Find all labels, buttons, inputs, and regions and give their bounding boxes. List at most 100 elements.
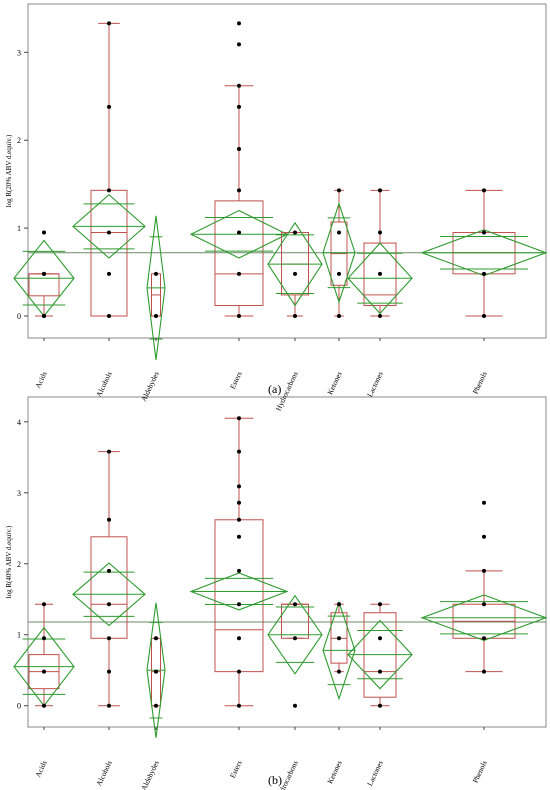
x-tick-label: Acids [33,759,49,779]
data-point [237,534,241,539]
data-point [237,104,241,109]
data-point [107,314,111,319]
data-point [482,188,486,193]
data-point [154,636,158,641]
data-point [237,669,241,674]
data-point [237,568,241,573]
data-point [378,602,382,607]
data-point [482,669,486,674]
box [214,519,264,673]
data-point [107,21,111,26]
data-point [237,416,241,421]
mean-diamond [420,594,548,642]
data-point [237,314,241,319]
data-point [482,500,486,505]
y-tick-label: 2 [17,136,21,145]
mean-diamond [322,201,356,304]
y-tick-label: 0 [17,312,21,321]
data-point [482,230,486,235]
data-point [237,147,241,152]
data-point [237,500,241,505]
y-axis-label: log R(20% ABV d.equiv.) [5,134,13,207]
data-point [482,636,486,641]
data-point [293,602,297,607]
box [28,273,60,297]
plot-frame [27,3,547,339]
data-point [237,449,241,454]
x-tick-label: Ketones [325,759,344,785]
mean-diamond [267,594,323,675]
data-point [237,602,241,607]
group-acids: Acids [13,602,75,779]
x-tick-label: Esters [228,759,244,779]
data-point [237,21,241,26]
mean-diamond [189,209,289,259]
data-point [378,314,382,319]
data-point [154,669,158,674]
mean-diamond [347,619,413,690]
data-point [237,83,241,88]
data-point [107,271,111,276]
data-point [378,669,382,674]
x-tick-label: Esters [228,370,244,390]
mean-diamond [322,600,356,701]
data-point [293,314,297,319]
data-point [42,703,46,708]
data-point [337,230,341,235]
mean-diamond [72,562,146,627]
x-tick-label: Aldehydes [139,759,161,790]
data-point [378,703,382,708]
plot-frame [27,396,547,728]
data-point [107,104,111,109]
panel-label-b: (b) [268,773,282,787]
mean-diamond [72,193,146,259]
data-point [482,534,486,539]
x-tick-label: Phenols [471,370,489,395]
y-tick-label: 4 [17,418,21,427]
data-point [482,568,486,573]
group-esters: Esters [189,416,289,779]
data-point [237,42,241,47]
data-point [107,636,111,641]
data-point [107,703,111,708]
group-alcohols: Alcohols [72,21,146,398]
data-point [237,484,241,489]
data-point [107,517,111,522]
data-point [237,517,241,522]
group-lactones: Lactones [347,602,413,787]
data-point [237,703,241,708]
data-point [107,669,111,674]
data-point [42,230,46,235]
data-point [107,602,111,607]
y-axis-label: log R(40% ABV d.equiv.) [5,525,13,598]
group-phenols: Phenols [420,188,548,395]
group-esters: Esters [189,21,289,390]
data-point [482,314,486,319]
data-point [293,230,297,235]
data-point [293,271,297,276]
chart-panel-b: 0 1 2 3 4 log R(40% ABV d.equiv.) Acids Alcohol… [5,396,548,790]
data-point [42,636,46,641]
group-acids: Acids [13,230,75,390]
mean-diamond [189,572,289,611]
data-point [107,230,111,235]
y-tick-label: 0 [17,702,21,711]
data-point [107,449,111,454]
box [90,536,128,639]
mean-diamond [267,221,323,307]
x-tick-label: Phenols [471,759,489,784]
y-tick-label: 1 [17,224,21,233]
data-point [378,230,382,235]
x-tick-label: Alcohols [94,759,114,787]
data-point [154,271,158,276]
data-point [237,636,241,641]
panel-label-a: (a) [268,382,282,396]
x-tick-label: Lactones [365,370,385,398]
x-tick-label: Ketones [325,370,344,396]
x-tick-label: Acids [33,370,49,390]
data-point [107,188,111,193]
group-aldehydes: Aldehydes [139,215,166,403]
data-point [237,271,241,276]
data-point [337,602,341,607]
